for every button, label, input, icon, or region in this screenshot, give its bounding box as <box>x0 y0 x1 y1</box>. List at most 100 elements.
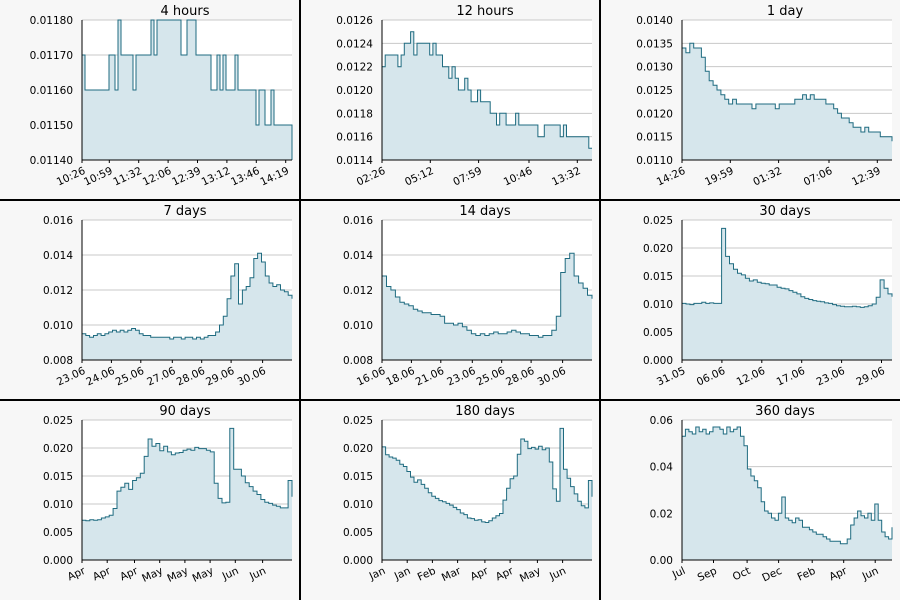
series-line <box>682 42 893 142</box>
x-tick-label: 14:19 <box>258 165 291 189</box>
series-area <box>82 20 292 160</box>
y-tick-label: 0.00 <box>650 555 673 567</box>
x-tick-label: 24.06 <box>84 365 117 389</box>
x-tick-label: Feb <box>796 565 818 584</box>
x-tick-label: 31.05 <box>655 365 687 389</box>
x-tick-label: 30.06 <box>236 365 269 389</box>
panel-divider <box>0 199 900 201</box>
x-tick-label: Jan <box>367 565 388 583</box>
chart-title: 1 day <box>767 4 804 19</box>
y-tick-label: 0.016 <box>43 215 73 227</box>
x-tick-label: 25.06 <box>475 365 508 389</box>
x-tick-label: 12:39 <box>170 165 203 189</box>
y-tick-label: 0.0140 <box>636 15 673 27</box>
x-tick-label: Dec <box>760 565 784 585</box>
y-tick-label: 0.0126 <box>336 15 373 27</box>
x-tick-label: 10:59 <box>82 165 115 189</box>
x-tick-label: Sep <box>696 565 719 584</box>
chart-title: 90 days <box>159 404 211 419</box>
chart-title: 14 days <box>459 204 511 219</box>
y-tick-label: 0.008 <box>343 355 373 367</box>
x-tick-label: May <box>191 565 216 585</box>
chart-svg: 0.008 0.010 0.012 0.014 0.016 23.0624.0625.06… <box>43 204 293 389</box>
y-tick-label: 0.0122 <box>336 62 373 74</box>
y-tick-label: 0.012 <box>343 285 373 297</box>
y-tick-label: 0.01160 <box>30 85 73 97</box>
x-tick-label: Apr <box>827 565 849 584</box>
x-tick-label: 07:06 <box>802 165 835 189</box>
chart-panel: 0.01140 0.01150 0.01160 0.01170 0.01180 10:26… <box>0 0 300 200</box>
x-tick-label: 07:59 <box>451 165 484 189</box>
series-area <box>382 253 592 360</box>
x-tick-label: Jan <box>392 565 413 583</box>
x-tick-label: Jun <box>247 565 268 583</box>
chart-svg: 0.000 0.005 0.010 0.015 0.020 0.025 31.05 06.06… <box>643 204 893 389</box>
series-area <box>682 43 892 160</box>
y-tick-label: 0.015 <box>343 471 373 483</box>
series-area <box>82 253 292 360</box>
x-tick-label: 17.06 <box>775 365 808 389</box>
y-tick-label: 0.014 <box>343 250 373 262</box>
x-tick-label: Jun <box>220 565 241 583</box>
chart-title: 7 days <box>163 204 206 219</box>
series-line <box>382 427 593 523</box>
x-tick-label: Apr <box>91 565 113 584</box>
chart-svg: 0.008 0.010 0.012 0.014 0.016 16.0618.0621.06… <box>343 204 593 389</box>
x-tick-label: 25.06 <box>114 365 147 389</box>
x-tick-label: 29.06 <box>204 365 237 389</box>
x-tick-label: 23.06 <box>445 365 478 389</box>
y-tick-label: 0.0124 <box>336 38 373 50</box>
y-tick-label: 0.0110 <box>636 155 673 167</box>
x-tick-label: 11:32 <box>111 165 144 189</box>
x-tick-label: Mar <box>440 565 464 585</box>
y-tick-label: 0.01140 <box>30 155 73 167</box>
y-tick-label: 0.010 <box>43 499 73 511</box>
x-tick-label: Feb <box>416 565 438 584</box>
y-tick-label: 0.010 <box>643 299 673 311</box>
x-tick-label: Apr <box>494 565 516 584</box>
series-line <box>382 252 593 338</box>
x-tick-label: 12.06 <box>735 365 768 389</box>
x-tick-label: 29.06 <box>854 365 887 389</box>
y-tick-label: 0.015 <box>43 471 73 483</box>
y-tick-label: 0.0115 <box>636 132 673 144</box>
series-line <box>82 427 293 522</box>
x-tick-label: 12:39 <box>850 165 883 189</box>
x-tick-label: Apr <box>66 565 88 584</box>
y-tick-label: 0.000 <box>643 355 673 367</box>
x-tick-label: Oct <box>731 565 753 584</box>
x-tick-label: 14:26 <box>655 165 688 189</box>
series-area <box>682 427 892 560</box>
chart-panel: 0.008 0.010 0.012 0.014 0.016 16.06 18.06 21.06… <box>300 200 600 400</box>
x-tick-label: 19:59 <box>703 165 736 189</box>
x-tick-label: 28.06 <box>504 365 537 389</box>
x-tick-label: 13:46 <box>229 165 262 189</box>
chart-title: 4 hours <box>161 4 210 19</box>
x-tick-label: Apr <box>469 565 491 584</box>
y-tick-label: 0.012 <box>43 285 73 297</box>
x-tick-label: 23.06 <box>815 365 848 389</box>
y-tick-label: 0.020 <box>643 243 673 255</box>
series-line <box>682 426 893 545</box>
series-line <box>382 31 592 149</box>
y-tick-label: 0.01150 <box>30 120 73 132</box>
y-tick-label: 0.005 <box>643 327 673 339</box>
x-tick-label: Apr <box>118 565 140 584</box>
x-tick-label: May <box>140 565 165 585</box>
series-area <box>382 428 592 560</box>
chart-svg: 0.011400.011500.011600.011700.0118010:26… <box>30 4 293 189</box>
y-tick-label: 0.0125 <box>636 85 673 97</box>
panel-divider <box>299 0 301 600</box>
y-tick-label: 0.010 <box>343 499 373 511</box>
chart-panel: 0.000 0.005 0.010 0.015 0.020 0.025 31.05 06.06… <box>600 200 900 400</box>
x-tick-label: 10:46 <box>502 165 535 189</box>
chart-panel: 0.00 0.02 0.04 0.06 Jul Sep Oct Dec Feb Apr Jun 360… <box>600 400 900 600</box>
chart-panel: 0.000 0.005 0.010 0.015 0.020 0.025 Jan Jan Feb M… <box>300 400 600 600</box>
chart-panel: 0.008 0.010 0.012 0.014 0.016 23.06 24.06 25.06… <box>0 200 300 400</box>
y-tick-label: 0.0114 <box>336 155 373 167</box>
y-tick-label: 0.02 <box>650 508 673 520</box>
y-tick-label: 0.0120 <box>336 85 373 97</box>
y-tick-label: 0.020 <box>343 443 373 455</box>
